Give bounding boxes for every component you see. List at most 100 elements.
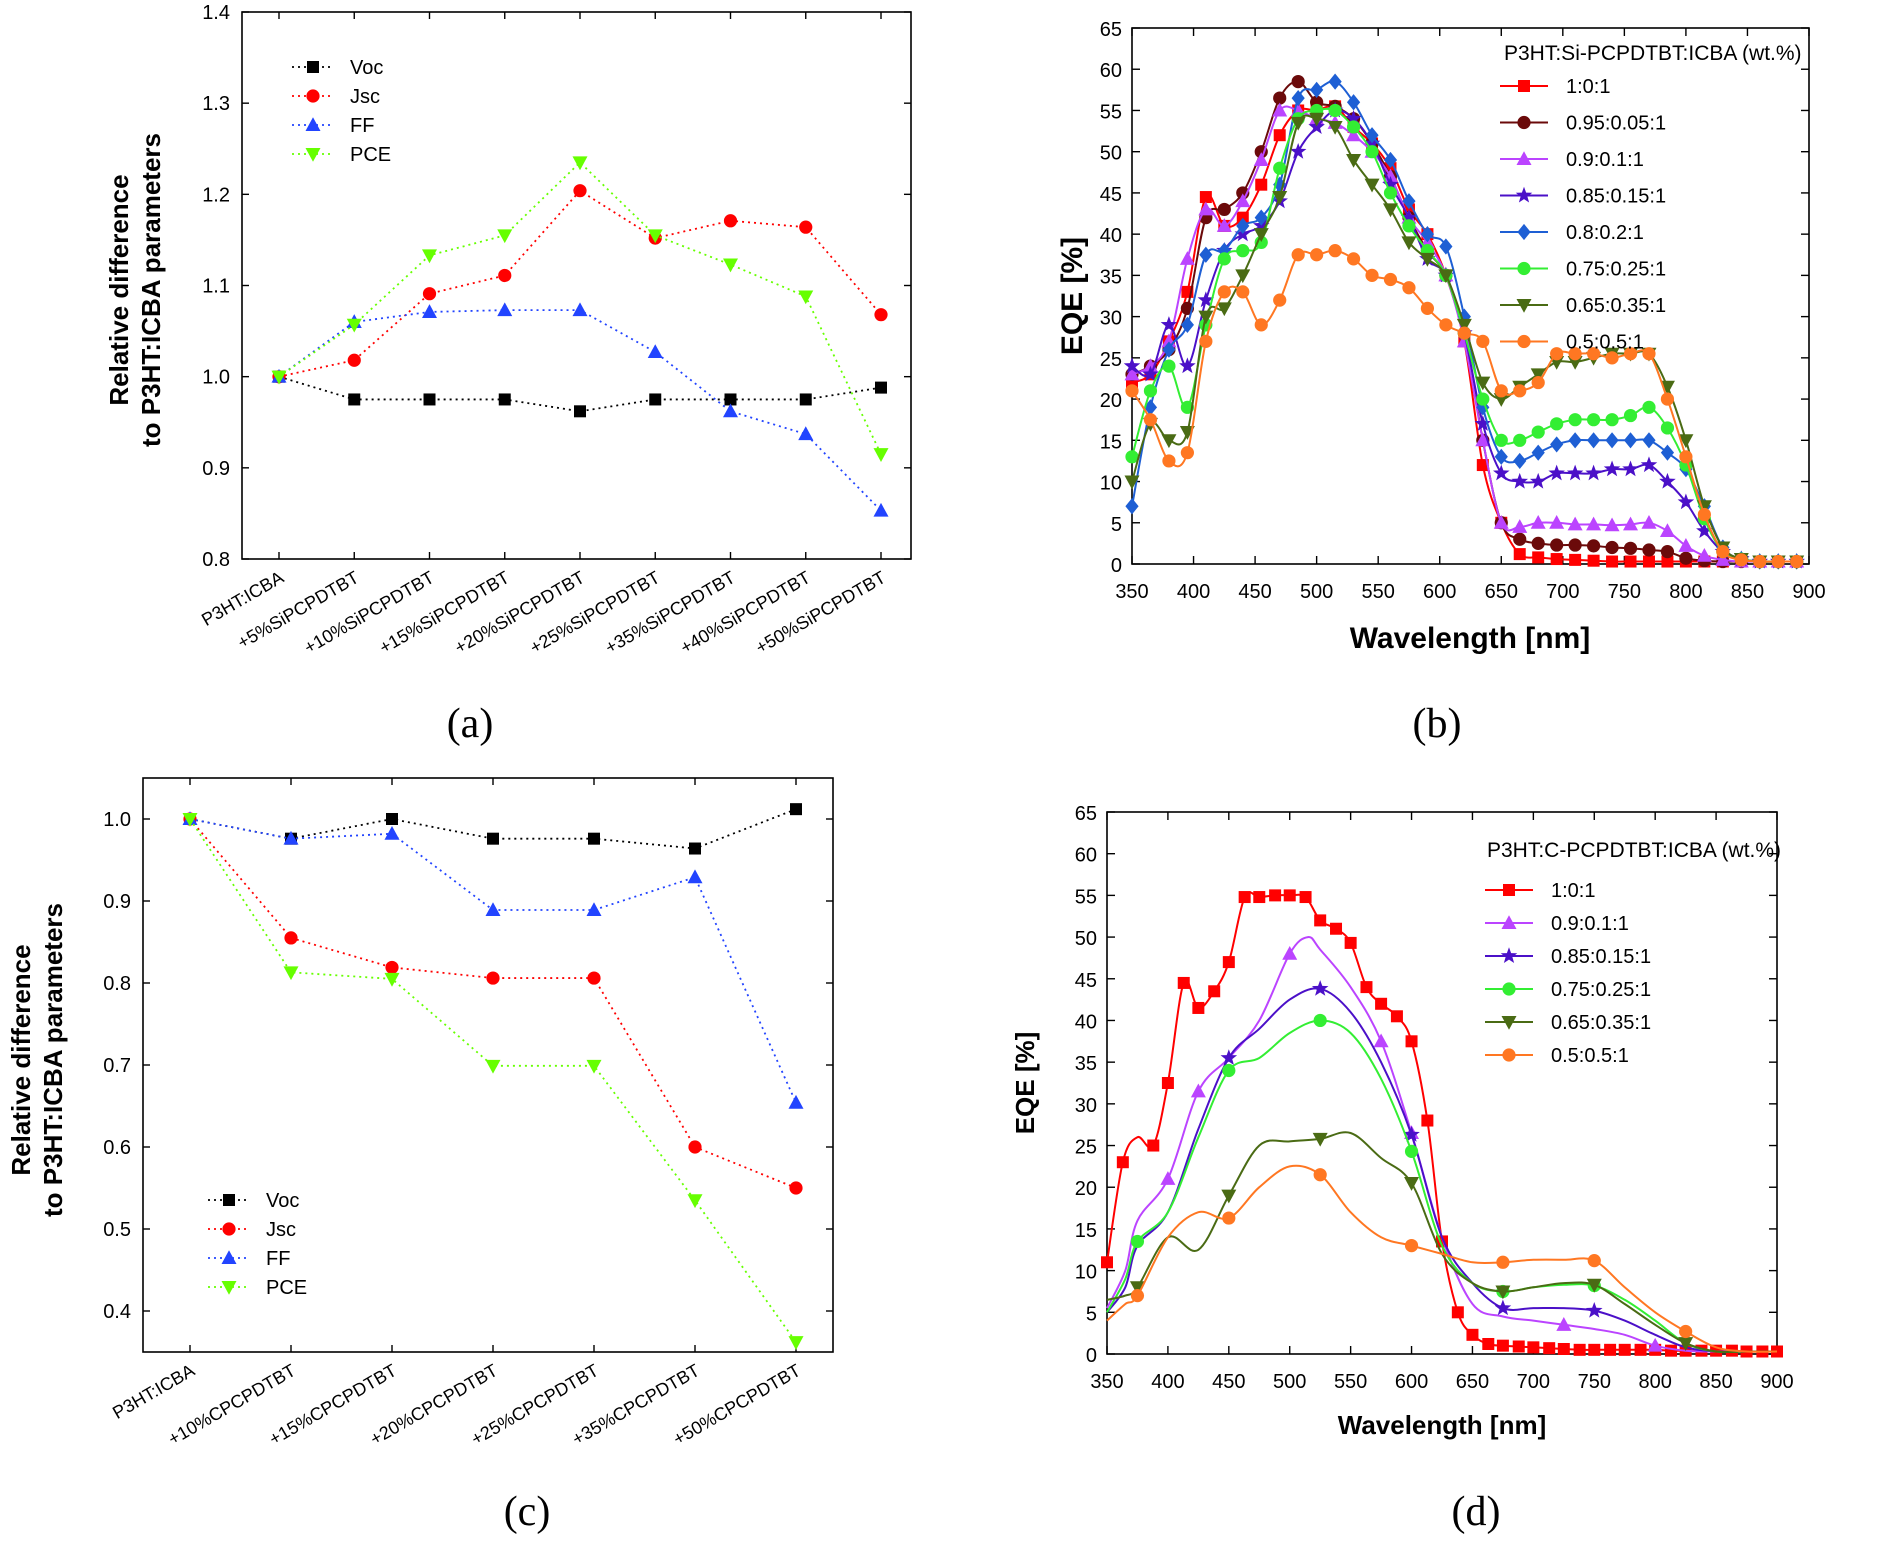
b-series-1-0-1-point: [1550, 553, 1563, 566]
d-series-0-5-0-5-1-point: [1404, 1239, 1419, 1253]
d-legend-1-0-1-marker: [1503, 884, 1515, 896]
b-series-0-75-0-25-1-point: [1605, 413, 1619, 427]
a-y-tick-label: 1.2: [202, 184, 230, 206]
b-series-0-95-0-05-1-point: [1513, 532, 1527, 546]
d-series-0-85-0-15-1-point: [1403, 1126, 1420, 1142]
b-series-0-95-0-05-1-point: [1642, 543, 1656, 557]
d-series-1-0-1-point: [1634, 1343, 1647, 1356]
b-series-0-65-0-35-1-point: [1382, 203, 1398, 218]
c-series-ff-point: [788, 1094, 804, 1109]
panel-d-x-axis-title: Wavelength [nm]: [1338, 1410, 1546, 1440]
d-series-1-0-1-point: [1116, 1156, 1129, 1169]
d-series-1-0-1-point: [1161, 1077, 1174, 1089]
b-series-0-65-0-35-1-point: [1290, 116, 1306, 131]
a-legend-voc-marker: [307, 61, 319, 73]
b-y-tick-label: 30: [1100, 308, 1122, 330]
a-series-ff-point: [647, 344, 663, 359]
a-series-voc-point: [875, 381, 887, 394]
d-series-0-75-0-25-1-point: [1130, 1234, 1145, 1249]
b-legend-0-8-0-2-1-label: 0.8:0.2:1: [1566, 222, 1644, 244]
b-x-tick-label: 500: [1300, 581, 1333, 603]
b-series-0-8-0-2-1-point: [1199, 246, 1213, 263]
panel-c: 0.40.50.60.70.80.91.0P3HT:ICBA+10%CPCPDT…: [6, 777, 834, 1535]
b-series-0-65-0-35-1-point: [1309, 112, 1325, 127]
b-series-0-8-0-2-1-point: [1531, 444, 1545, 461]
a-y-tick-label: 0.8: [202, 549, 230, 571]
b-x-tick-label: 600: [1423, 581, 1456, 603]
panel-d-y-axis-title: EQE [%]: [1010, 1032, 1040, 1135]
b-series-1-0-1-point: [1661, 555, 1674, 568]
c-series-ff-point: [485, 902, 501, 917]
b-legend-0-75-0-25-1-marker: [1517, 261, 1531, 276]
a-series-ff-point: [723, 403, 738, 418]
b-series-0-5-0-5-1-point: [1790, 554, 1804, 569]
c-series-pce-point: [384, 972, 400, 987]
c-y-tick-label: 0.6: [103, 1137, 131, 1159]
b-series-0-85-0-15-1-point: [1474, 415, 1492, 431]
b-series-0-5-0-5-1-point: [1346, 252, 1361, 266]
b-series-0-9-0-1-1-point: [1659, 523, 1675, 538]
d-series-0-5-0-5-1-point: [1313, 1168, 1327, 1182]
b-series-0-75-0-25-1-point: [1494, 433, 1508, 447]
c-series-voc-point: [487, 832, 499, 845]
d-legend-0-75-0-25-1-marker: [1502, 982, 1516, 996]
d-legend-0-9-0-1-1-marker: [1501, 915, 1517, 929]
d-series-0-65-0-35-1-point: [1586, 1278, 1602, 1293]
c-series-jsc-point: [688, 1140, 702, 1154]
a-series-jsc-point: [422, 287, 437, 301]
b-series-0-65-0-35-1-point: [1198, 310, 1214, 325]
c-series-pce-point: [687, 1194, 703, 1209]
b-series-0-75-0-25-1-point: [1273, 161, 1287, 175]
b-y-tick-label: 55: [1100, 101, 1122, 123]
d-legend-0-85-0-15-1-label: 0.85:0.15:1: [1551, 946, 1651, 968]
panel-b-plot-frame: [1131, 27, 1810, 565]
a-legend-ff-marker: [305, 117, 321, 131]
d-series-0-5-0-5-1-line: [1106, 1164, 1778, 1353]
c-y-tick-label: 0.8: [103, 973, 131, 995]
b-series-0-75-0-25-1-point: [1568, 413, 1582, 427]
d-y-tick-label: 25: [1075, 1137, 1097, 1159]
b-series-0-95-0-05-1-point: [1217, 202, 1231, 217]
c-legend-pce-label: PCE: [266, 1277, 307, 1299]
d-series-0-9-0-1-1-point: [1160, 1171, 1176, 1185]
b-series-0-75-0-25-1-point: [1642, 400, 1656, 414]
a-y-tick-label: 1.3: [202, 93, 230, 115]
b-series-0-5-0-5-1-point: [1420, 301, 1435, 315]
b-series-1-0-1-point: [1569, 553, 1582, 566]
b-series-0-85-0-15-1-point: [1345, 110, 1362, 126]
d-series-0-5-0-5-1-point: [1130, 1289, 1145, 1303]
b-series-0-5-0-5-1-point: [1513, 384, 1527, 398]
b-series-0-8-0-2-1-point: [1291, 89, 1305, 107]
b-series-0-9-0-1-1-point: [1475, 432, 1491, 447]
a-y-tick-label: 0.9: [202, 458, 230, 480]
b-series-0-8-0-2-1-point: [1365, 127, 1379, 144]
c-x-tick-label: P3HT:ICBA: [109, 1360, 198, 1423]
b-series-0-85-0-15-1-point: [1160, 316, 1178, 332]
b-y-tick-label: 0: [1111, 555, 1122, 577]
a-series-voc-point: [574, 405, 586, 418]
a-y-tick-label: 1.1: [202, 276, 230, 298]
d-x-tick-label: 850: [1699, 1371, 1732, 1393]
b-series-0-95-0-05-1-point: [1531, 536, 1545, 550]
b-series-0-65-0-35-1-point: [1419, 252, 1435, 267]
b-series-0-9-0-1-1-point: [1641, 514, 1657, 529]
panel-c-y-axis-title-line2: to P3HT:ICBA parameters: [38, 903, 68, 1217]
d-y-tick-label: 40: [1075, 1011, 1097, 1033]
b-series-0-8-0-2-1-point: [1180, 316, 1194, 333]
d-legend-0-85-0-15-1-marker: [1500, 947, 1518, 964]
b-legend-0-5-0-5-1-label: 0.5:0.5:1: [1566, 332, 1644, 354]
b-series-0-8-0-2-1-point: [1402, 193, 1416, 210]
d-series-0-75-0-25-1-point: [1313, 1013, 1327, 1028]
b-series-1-0-1-point: [1199, 191, 1212, 204]
b-series-0-5-0-5-1-point: [1328, 244, 1342, 258]
d-x-tick-label: 450: [1212, 1371, 1245, 1393]
a-series-voc-point: [724, 393, 737, 406]
d-series-0-65-0-35-1-point: [1129, 1281, 1145, 1296]
panel-d-label: (d): [1452, 1489, 1501, 1535]
d-series-1-0-1-point: [1147, 1139, 1160, 1152]
panel-a: 0.80.91.01.11.21.31.4P3HT:ICBA+5%SiPCPDT…: [104, 2, 912, 747]
b-series-0-85-0-15-1-point: [1566, 464, 1584, 481]
d-series-1-0-1-point: [1390, 1010, 1403, 1023]
b-legend-0-9-0-1-1-label: 0.9:0.1:1: [1566, 149, 1644, 171]
a-legend-ff-label: FF: [350, 115, 374, 137]
